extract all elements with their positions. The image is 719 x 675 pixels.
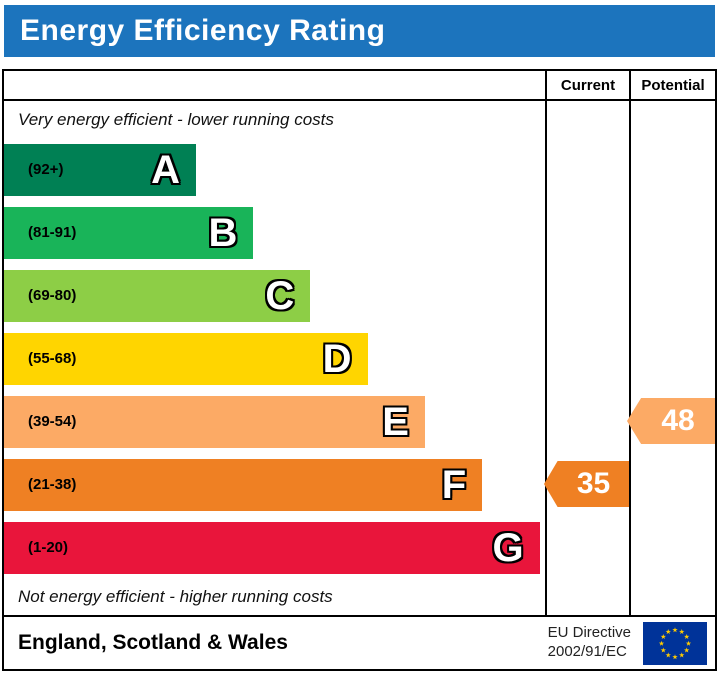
band-letter: E	[382, 399, 409, 444]
band-range-label: (81-91)	[28, 224, 77, 241]
band-bar-f: (21-38) F	[4, 458, 483, 511]
current-column	[545, 101, 629, 615]
band-letter: C	[265, 273, 295, 318]
band-row-g: (1-20) G	[4, 516, 545, 579]
eu-directive-label: EU Directive 2002/91/EC	[548, 624, 631, 662]
eu-directive-line2: 2002/91/EC	[547, 643, 627, 660]
band-row-c: (69-80) C	[4, 264, 545, 327]
band-bar-c: (69-80) C	[4, 269, 311, 322]
band-bar-a: (92+) A	[4, 143, 197, 196]
title-banner: Energy Efficiency Rating	[4, 5, 715, 57]
band-letter: D	[322, 336, 352, 381]
table-corner-cell	[4, 71, 545, 101]
current-rating-value: 35	[576, 467, 611, 500]
eu-flag-icon	[643, 621, 707, 665]
band-bar-d: (55-68) D	[4, 332, 368, 385]
potential-rating-marker: 48	[627, 398, 715, 444]
rating-table: Current Potential Very energy efficient …	[4, 71, 715, 615]
band-range-label: (21-38)	[28, 476, 77, 493]
page-title: Energy Efficiency Rating	[20, 14, 386, 47]
band-row-f: (21-38) F	[4, 453, 545, 516]
band-letter: G	[492, 525, 524, 570]
band-letter: A	[151, 147, 181, 192]
band-row-b: (81-91) B	[4, 201, 545, 264]
band-bar-e: (39-54) E	[4, 395, 425, 448]
band-range-label: (39-54)	[28, 413, 77, 430]
bottom-note: Not energy efficient - higher running co…	[18, 587, 333, 606]
top-note: Very energy efficient - lower running co…	[18, 109, 334, 129]
band-range-label: (55-68)	[28, 350, 77, 367]
current-column-header: Current	[545, 71, 629, 101]
band-range-label: (1-20)	[28, 539, 69, 556]
band-row-e: (39-54) E	[4, 390, 545, 453]
potential-column	[629, 101, 715, 615]
region-label: England, Scotland & Wales	[18, 631, 288, 654]
band-letter: B	[208, 210, 238, 255]
current-rating-marker: 35	[544, 461, 629, 507]
footer: England, Scotland & Wales EU Directive 2…	[4, 615, 715, 669]
eu-directive-line1: EU Directive	[547, 624, 631, 642]
potential-column-header: Potential	[629, 71, 715, 101]
bands-area: Very energy efficient - lower running co…	[4, 101, 545, 615]
epc-chart-box: Current Potential Very energy efficient …	[2, 69, 717, 671]
band-letter: F	[441, 462, 467, 507]
potential-rating-value: 48	[661, 404, 695, 437]
band-bar-b: (81-91) B	[4, 206, 254, 259]
band-bar-g: (1-20) G	[4, 521, 540, 574]
band-range-label: (69-80)	[28, 287, 77, 304]
band-range-label: (92+)	[28, 161, 64, 178]
band-row-d: (55-68) D	[4, 327, 545, 390]
band-row-a: (92+) A	[4, 138, 545, 201]
